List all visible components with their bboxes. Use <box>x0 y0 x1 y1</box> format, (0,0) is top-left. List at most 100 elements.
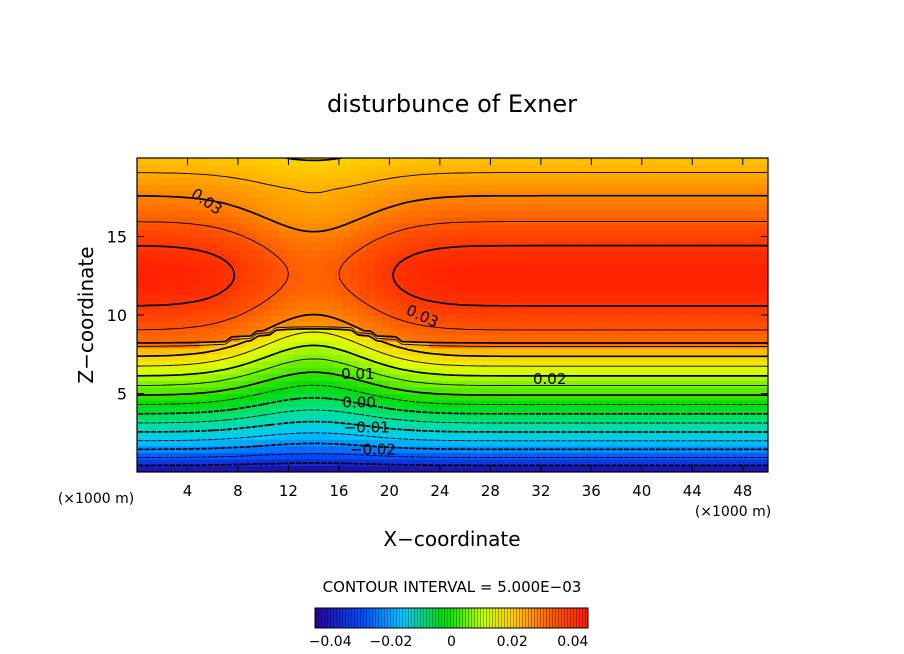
heatmap-cell <box>231 282 241 290</box>
heatmap-cell <box>523 315 532 323</box>
heatmap-cell <box>302 216 312 225</box>
heatmap-cell <box>507 269 517 277</box>
heatmap-cell <box>531 386 540 395</box>
heatmap-cell <box>673 236 682 244</box>
heatmap-cell <box>397 380 406 388</box>
heatmap-cell <box>349 354 359 362</box>
heatmap-cell <box>168 321 178 329</box>
heatmap-cell <box>468 249 477 257</box>
heatmap-cell <box>744 439 753 447</box>
heatmap-cell <box>144 452 154 460</box>
heatmap-cell <box>247 275 256 283</box>
heatmap-cell <box>318 243 327 251</box>
heatmap-cell <box>594 164 603 172</box>
heatmap-cell <box>334 334 343 342</box>
heatmap-cell <box>176 413 185 421</box>
heatmap-cell <box>547 308 556 316</box>
heatmap-cell <box>515 315 525 323</box>
heatmap-cell <box>618 354 627 362</box>
heatmap-cell <box>184 347 193 355</box>
heatmap-cell <box>207 400 217 408</box>
heatmap-cell <box>231 269 241 277</box>
heatmap-cell <box>744 393 753 401</box>
heatmap-cell <box>594 426 603 434</box>
heatmap-cell <box>476 158 485 166</box>
heatmap-cell <box>334 171 343 179</box>
heatmap-cell <box>294 203 304 211</box>
heatmap-cell <box>728 334 738 342</box>
heatmap-cell <box>342 419 351 427</box>
heatmap-cell <box>137 282 146 290</box>
heatmap-cell <box>271 419 280 427</box>
heatmap-cell <box>389 360 398 368</box>
heatmap-cell <box>413 315 422 323</box>
heatmap-cell <box>594 354 603 362</box>
heatmap-cell <box>318 373 327 382</box>
heatmap-cell <box>294 223 304 231</box>
heatmap-cell <box>373 243 383 251</box>
heatmap-cell <box>626 171 635 179</box>
heatmap-cell <box>523 158 532 166</box>
heatmap-cell <box>342 465 351 472</box>
heatmap-cell <box>697 275 706 283</box>
heatmap-cell <box>302 256 312 264</box>
heatmap-cell <box>697 347 706 355</box>
heatmap-cell <box>318 328 327 336</box>
heatmap-cell <box>318 158 327 166</box>
heatmap-cell <box>594 367 603 375</box>
heatmap-cell <box>736 432 745 440</box>
heatmap-cell <box>365 184 375 192</box>
heatmap-cell <box>633 295 643 303</box>
heatmap-cell <box>712 184 722 192</box>
heatmap-cell <box>523 308 532 316</box>
heatmap-cell <box>460 373 469 382</box>
heatmap-cell <box>594 288 603 296</box>
heatmap-cell <box>349 203 359 211</box>
heatmap-cell <box>468 190 477 198</box>
heatmap-cell <box>626 210 635 218</box>
heatmap-cell <box>365 458 375 467</box>
heatmap-cell <box>302 432 312 440</box>
heatmap-cell <box>562 413 572 421</box>
heatmap-cell <box>712 452 722 460</box>
heatmap-cell <box>420 256 430 264</box>
heatmap-cell <box>294 380 304 388</box>
heatmap-cell <box>491 223 501 231</box>
heatmap-cell <box>618 360 627 368</box>
heatmap-cell <box>657 406 667 414</box>
heatmap-cell <box>160 197 170 205</box>
heatmap-cell <box>231 406 241 414</box>
heatmap-cell <box>405 184 414 192</box>
heatmap-cell <box>326 288 335 296</box>
heatmap-cell <box>310 400 320 408</box>
heatmap-cell <box>278 413 288 421</box>
heatmap-cell <box>523 236 532 244</box>
heatmap-cell <box>247 458 256 467</box>
heatmap-cell <box>184 262 193 270</box>
heatmap-cell <box>318 203 327 211</box>
heatmap-cell <box>200 432 209 440</box>
heatmap-cell <box>428 347 438 355</box>
heatmap-cell <box>436 439 446 447</box>
heatmap-cell <box>665 406 674 414</box>
heatmap-cell <box>373 282 383 290</box>
heatmap-cell <box>223 282 233 290</box>
heatmap-cell <box>602 308 611 316</box>
heatmap-cell <box>760 275 768 283</box>
heatmap-cell <box>633 393 643 401</box>
heatmap-cell <box>428 341 438 349</box>
heatmap-cell <box>436 334 446 342</box>
heatmap-cell <box>728 452 738 460</box>
heatmap-cell <box>144 229 154 238</box>
heatmap-cell <box>673 210 682 218</box>
heatmap-cell <box>594 282 603 290</box>
heatmap-cell <box>389 249 398 257</box>
heatmap-cell <box>160 465 170 472</box>
heatmap-cell <box>539 177 548 185</box>
heatmap-cell <box>657 282 667 290</box>
heatmap-cell <box>413 367 422 375</box>
heatmap-cell <box>586 321 596 329</box>
heatmap-cell <box>673 216 682 225</box>
heatmap-cell <box>720 465 730 472</box>
heatmap-cell <box>223 413 233 421</box>
